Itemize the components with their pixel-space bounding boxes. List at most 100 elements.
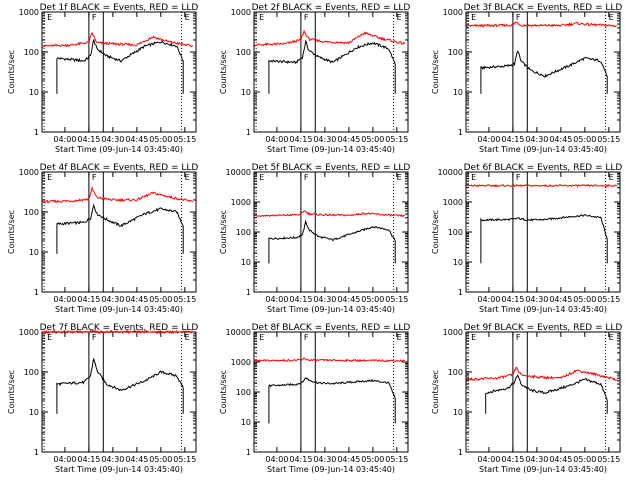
marker-label: E [397,13,402,22]
x-tick-label: 04:45 [125,295,148,304]
y-tick-label: 1 [34,448,39,457]
x-tick-label: 04:30 [313,295,336,304]
y-tick-label: 1 [458,128,463,137]
y-tick-label: 1000 [19,328,39,337]
x-tick-label: 05:15 [597,295,620,304]
x-tick-label: 04:00 [265,135,288,144]
x-tick-label: 04:15 [501,295,524,304]
y-tick-label: 1 [246,128,251,137]
y-tick-label: 1000 [231,358,251,367]
x-axis-label: Start Time (09-Jun-14 03:45:40) [267,305,395,314]
x-tick-label: 05:15 [385,295,408,304]
marker-label: E [609,333,614,342]
marker-label: E [47,173,52,182]
x-tick-label: 05:15 [385,135,408,144]
x-tick-label: 04:30 [101,135,124,144]
marker-label: F [304,333,309,342]
x-axis-label: Start Time (09-Jun-14 03:45:40) [479,145,607,154]
y-tick-label: 100 [236,48,251,57]
events-series-line [56,358,184,414]
x-tick-label: 04:45 [549,455,572,464]
x-tick-label: 04:45 [337,295,360,304]
x-tick-label: 04:30 [525,135,548,144]
x-tick-label: 05:15 [385,455,408,464]
detector-panel-3: 1 10 100 1000 04:00 04:15 04:30 04:45 05:00 05:15… [431,3,622,154]
plot-frame [41,331,197,453]
lld-series-line [42,329,194,335]
plot-frame [465,11,621,133]
x-tick-label: 05:00 [573,455,596,464]
x-tick-label: 04:30 [101,455,124,464]
detector-panel-5: 1 10 100 1000 10000 04:00 04:15 04:30 04:45 05:00… [219,163,410,314]
x-tick-label: 04:00 [265,455,288,464]
y-axis-label: Counts/sec [431,50,440,94]
y-tick-label: 100 [24,368,39,377]
x-tick-label: 04:45 [337,455,360,464]
y-tick-label: 1 [34,128,39,137]
detector-panel-4: 1 10 100 1000 04:00 04:15 04:30 04:45 05:00 05:15… [7,163,198,314]
marker-label: F [516,333,521,342]
y-tick-label: 1000 [443,328,463,337]
y-tick-label: 1000 [443,198,463,207]
lld-series-line [466,183,617,188]
lld-series-line [254,29,406,47]
plot-frame [253,331,409,453]
y-tick-label: 1000 [19,168,39,177]
detector-panel-2: 1 10 100 1000 04:00 04:15 04:30 04:45 05:00 05:15… [219,3,410,154]
plot-frame [465,331,621,453]
y-tick-label: 100 [448,368,463,377]
marker-label: F [92,13,97,22]
marker-label: E [185,173,190,182]
y-tick-label: 100 [24,208,39,217]
y-axis-label: Counts/sec [431,370,440,414]
x-tick-label: 04:15 [289,455,312,464]
detector-panel-8: 1 10 100 1000 10000 04:00 04:15 04:30 04:45 05:00… [219,323,410,474]
panel-title: Det 6f BLACK = Events, RED = LLD [464,163,623,173]
x-tick-label: 04:45 [549,295,572,304]
plot-frame [253,11,409,133]
marker-label: E [259,333,264,342]
y-tick-label: 10 [453,258,463,267]
detector-panel-7: 1 10 100 1000 04:00 04:15 04:30 04:45 05:00 05:15… [7,323,198,474]
x-tick-label: 05:00 [573,135,596,144]
marker-label: E [471,173,476,182]
y-axis-label: Counts/sec [219,50,228,94]
marker-label: E [259,13,264,22]
y-tick-label: 10 [453,88,463,97]
x-tick-label: 05:00 [573,295,596,304]
lld-series-line [42,186,194,204]
y-tick-label: 1 [34,288,39,297]
x-tick-label: 04:15 [289,295,312,304]
y-tick-label: 10 [453,408,463,417]
plot-frame [253,171,409,293]
y-tick-label: 1000 [231,8,251,17]
x-axis-label: Start Time (09-Jun-14 03:45:40) [55,145,183,154]
y-tick-label: 10 [29,248,39,257]
y-axis-label: Counts/sec [7,210,16,254]
x-tick-label: 05:00 [149,455,172,464]
x-tick-label: 04:00 [477,295,500,304]
lld-series-line [466,366,618,381]
lld-series-line [466,21,617,28]
marker-label: E [47,13,52,22]
x-axis-label: Start Time (09-Jun-14 03:45:40) [479,305,607,314]
y-tick-label: 1 [458,448,463,457]
x-tick-label: 04:15 [501,135,524,144]
y-tick-label: 1000 [19,8,39,17]
x-tick-label: 04:30 [525,295,548,304]
x-tick-label: 04:30 [313,455,336,464]
plot-frame [465,171,621,293]
marker-label: F [516,13,521,22]
events-series-line [485,374,608,414]
marker-label: F [304,13,309,22]
x-axis-label: Start Time (09-Jun-14 03:45:40) [55,305,183,314]
y-axis-label: Counts/sec [7,370,16,414]
x-tick-label: 05:15 [173,135,196,144]
panel-title: Det 7f BLACK = Events, RED = LLD [40,323,199,333]
events-series-line [268,219,396,264]
x-tick-label: 04:00 [53,295,76,304]
y-tick-label: 1 [246,448,251,457]
y-tick-label: 10000 [438,168,463,177]
